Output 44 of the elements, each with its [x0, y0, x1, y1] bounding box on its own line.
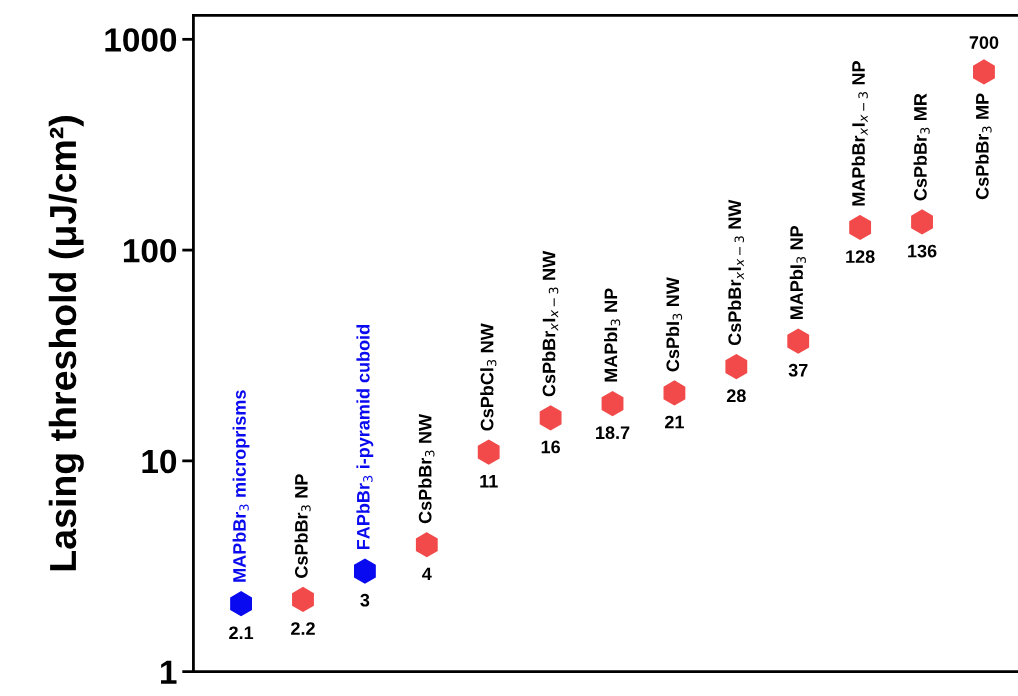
point — [353, 558, 376, 584]
y-tick-label: 1000 — [105, 28, 177, 52]
data-label: 21 — [665, 415, 684, 429]
data-label: 4 — [422, 567, 432, 581]
point — [849, 215, 872, 241]
data-label: 2.2 — [291, 622, 315, 635]
x-tick-label: CsPbBr$_{x}$I$_{x−3}$ NW — [542, 250, 559, 397]
point — [911, 209, 933, 235]
x-tick-label: MAPbBr$_{3}$ microprisms — [232, 390, 250, 582]
data-label: 18.7 — [596, 426, 630, 440]
point — [230, 591, 253, 617]
data-label: 28 — [726, 389, 746, 403]
y-axis-title: Lasing threshold (μJ/cm²) — [48, 116, 84, 571]
x-tick-label: CsPbCl$_{3}$ NW — [480, 323, 497, 431]
data-label: 136 — [908, 244, 937, 258]
x-tick-label: MAPbI$_{3}$ NP — [604, 288, 621, 382]
y-tick-label: 100 — [123, 238, 177, 263]
x-tick-label: CsPbBr$_{x}$I$_{x−3}$ NW — [727, 199, 745, 346]
data-label: 16 — [541, 440, 560, 454]
point — [415, 532, 438, 558]
x-tick-label: CsPbBr$_{3}$ MR — [913, 93, 930, 201]
data-label: 37 — [788, 363, 808, 377]
data-label: 11 — [480, 475, 498, 488]
point — [601, 391, 624, 417]
point — [477, 439, 500, 465]
point — [725, 354, 748, 380]
x-tick-label: FAPbBr$_{3}$ i-pyramid cuboid — [356, 325, 374, 550]
point — [787, 328, 810, 354]
x-tick-label: CsPbBr$_{3}$ MP — [975, 93, 992, 200]
point — [663, 380, 686, 406]
x-tick-label: CsPbBr$_{3}$ NP — [294, 474, 311, 578]
data-label: 128 — [846, 250, 875, 263]
data-label: 700 — [969, 36, 999, 49]
x-tick-label: MAPbBr$_{x}$I$_{x−3}$ NP — [851, 61, 868, 206]
x-tick-label: MAPbI$_{3}$ NP — [789, 225, 806, 320]
y-tick-label: 1 — [161, 660, 177, 684]
x-tick-label: CsPbI$_{3}$ NW — [665, 277, 683, 372]
y-tick-label: 10 — [142, 449, 177, 474]
point — [973, 59, 995, 85]
point — [292, 586, 314, 612]
data-label: 3 — [360, 593, 370, 607]
point — [539, 405, 562, 431]
x-tick-label: CsPbBr$_{3}$ NW — [418, 413, 435, 524]
data-label: 2.1 — [229, 626, 254, 640]
